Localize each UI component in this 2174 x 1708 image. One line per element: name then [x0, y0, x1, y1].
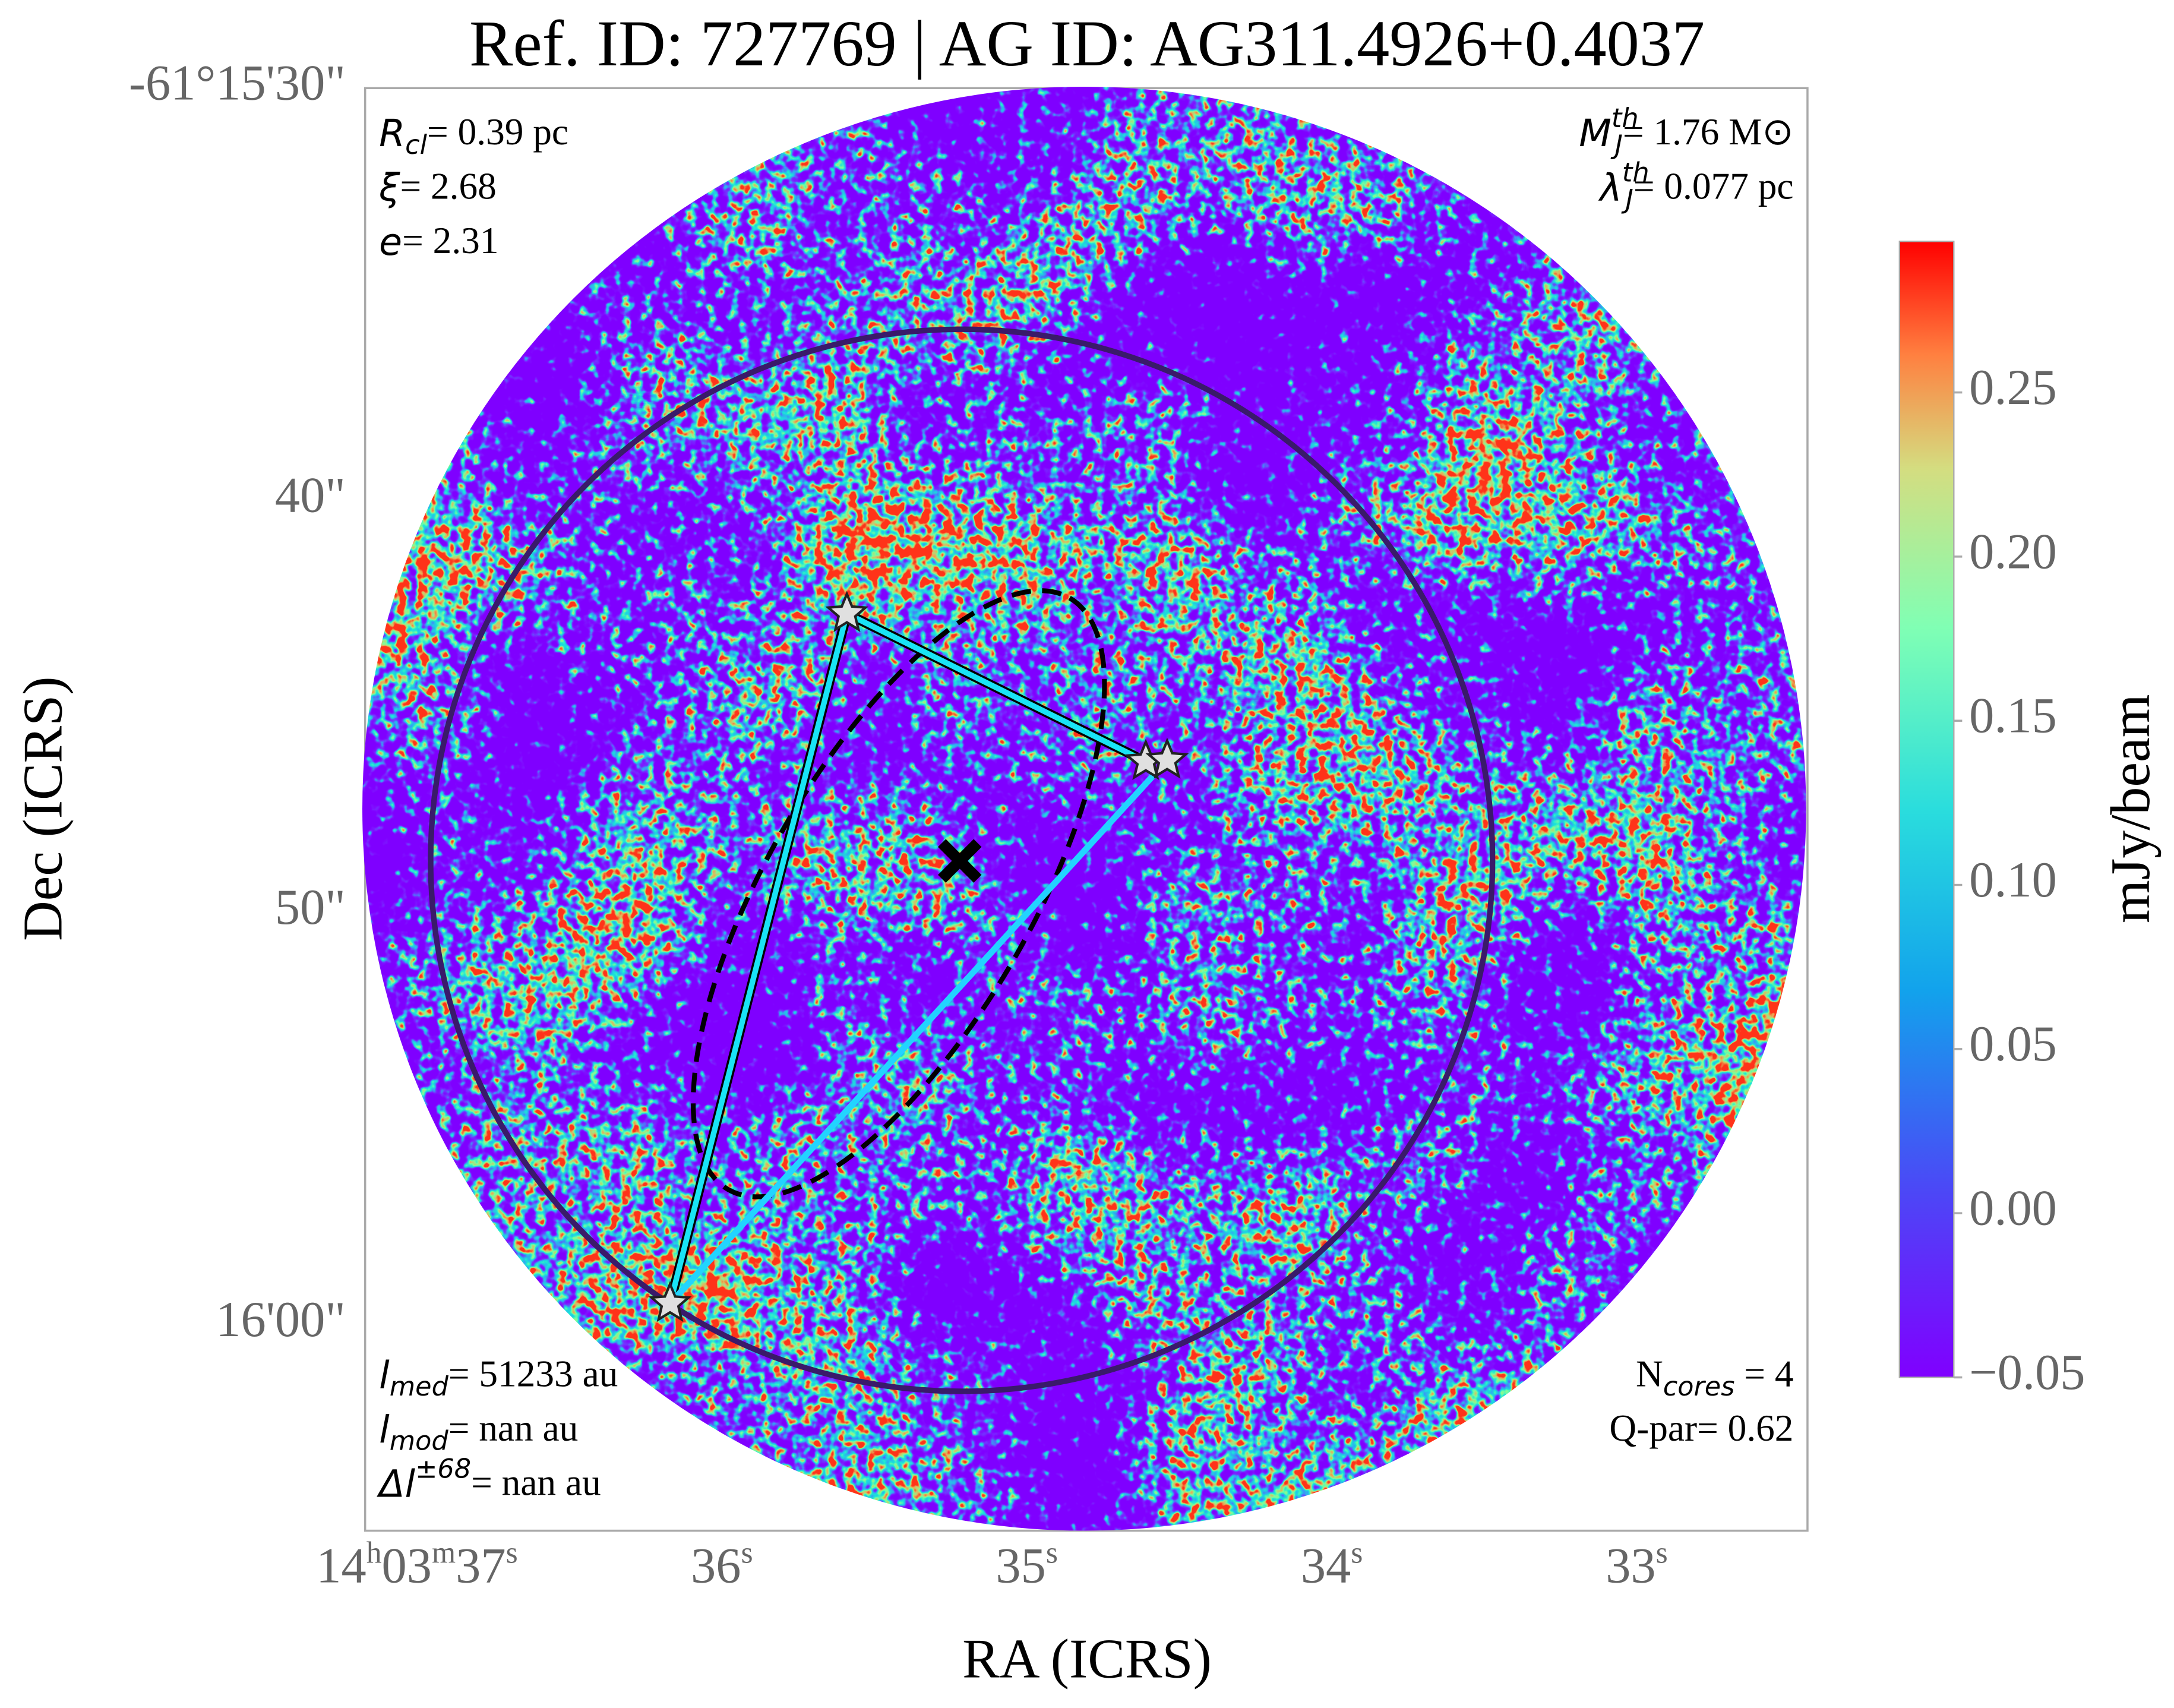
- y-tick-label: -61°15'30": [129, 56, 346, 111]
- colorbar-tick-label: 0.10: [1969, 853, 2057, 908]
- core-marker: [825, 591, 869, 633]
- annotation: lmed= 51233 au: [379, 1353, 618, 1402]
- annotation-part: = nan au: [471, 1461, 601, 1503]
- colorbar-tick-label: 0.00: [1969, 1181, 2057, 1236]
- colorbar-tick-label: 0.15: [1969, 689, 2057, 744]
- y-axis-label: Dec (ICRS): [12, 676, 74, 941]
- core-marker: [1145, 737, 1189, 779]
- annotation: Q-par= 0.62: [1609, 1407, 1793, 1449]
- x-tick-label: 36s: [691, 1536, 753, 1594]
- annotation-part: = nan au: [448, 1407, 579, 1449]
- annotation-part: th: [1622, 157, 1650, 188]
- mst-edge: [668, 758, 1170, 1306]
- colorbar-tick-label: −0.05: [1969, 1345, 2085, 1400]
- x-tick-label: 14h03m37s: [316, 1536, 517, 1594]
- core-marker: [648, 1281, 692, 1322]
- annotation-part: mod: [390, 1426, 449, 1457]
- mst-edge: [845, 611, 1148, 765]
- annotation-part: = 2.31: [402, 220, 498, 261]
- annotation-part: = 1.76 M⊙: [1623, 111, 1794, 153]
- y-tick-label: 50": [275, 880, 346, 935]
- chart-title: Ref. ID: 727769 | AG ID: AG311.4926+0.40…: [469, 7, 1705, 80]
- annotation-part: Q-par= 0.62: [1609, 1407, 1793, 1449]
- annotation: lmod= nan au: [379, 1407, 578, 1457]
- cluster-circle: [428, 326, 1496, 1394]
- colorbar-tick-label: 0.05: [1969, 1016, 2057, 1072]
- annotation: ξ= 2.68: [378, 165, 497, 209]
- annotation-part: = 0.077 pc: [1633, 165, 1794, 207]
- annotation: Rcl= 0.39 pc: [379, 111, 568, 160]
- annotation-part: th: [1611, 103, 1639, 134]
- annotation: Ncores = 4: [1636, 1353, 1794, 1402]
- y-tick-label: 40": [275, 468, 346, 523]
- annotation-part: e: [379, 220, 402, 264]
- annotation-part: N: [1636, 1353, 1663, 1394]
- colorbar-tick-label: 0.20: [1969, 524, 2057, 579]
- center-marker: [938, 839, 982, 883]
- annotation-part: = 2.68: [400, 165, 496, 207]
- annotation-part: ξ: [378, 165, 400, 209]
- annotation-part: = 51233 au: [448, 1353, 618, 1394]
- annotation-part: l: [379, 1407, 390, 1451]
- colorbar-tick-label: 0.25: [1969, 360, 2057, 415]
- annotation: λth J= 0.077 pc: [1598, 157, 1793, 215]
- fit-ellipse: [690, 588, 1107, 1199]
- x-axis-label: RA (ICRS): [962, 1628, 1212, 1690]
- annotation-part: l: [379, 1353, 390, 1397]
- annotation-part: λ: [1598, 165, 1622, 209]
- annotation-part: = 4: [1734, 1353, 1793, 1394]
- y-tick-label: 16'00": [216, 1292, 346, 1347]
- annotation: Δl±68= nan au: [377, 1454, 601, 1505]
- annotation-part: Δl: [377, 1461, 415, 1505]
- annotation-part: med: [390, 1371, 449, 1402]
- annotation-part: = 0.39 pc: [427, 111, 568, 153]
- annotation: e= 2.31: [379, 220, 498, 264]
- annotation-part: ±68: [415, 1454, 471, 1485]
- colorbar-label: mJy/beam: [2100, 694, 2162, 923]
- annotation-part: cores: [1663, 1371, 1735, 1402]
- annotation-part: cl: [405, 130, 428, 160]
- x-tick-label: 34s: [1301, 1536, 1363, 1594]
- x-tick-label: 33s: [1606, 1536, 1668, 1594]
- colorbar: [1898, 241, 1955, 1378]
- annotation-part: M: [1579, 111, 1611, 155]
- annotation-part: R: [379, 111, 405, 155]
- x-tick-label: 35s: [996, 1536, 1058, 1594]
- mst-edge: [667, 613, 850, 1305]
- annotation: Mth J= 1.76 M⊙: [1579, 103, 1793, 160]
